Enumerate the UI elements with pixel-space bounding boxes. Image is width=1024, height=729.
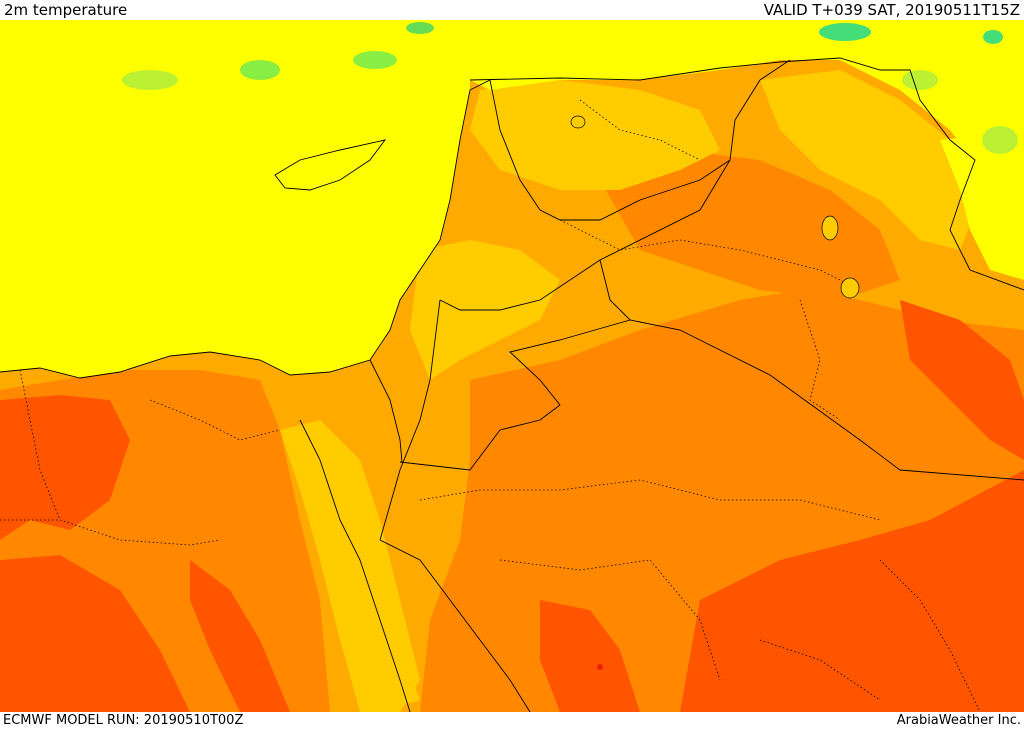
map-title: 2m temperature	[4, 1, 128, 19]
cool-patch-3	[406, 22, 434, 34]
hot-zone-iraq	[900, 300, 1024, 460]
hot-zone-hejaz	[540, 600, 640, 712]
credit-label: ArabiaWeather Inc.	[896, 713, 1021, 728]
model-run-label: ECMWF MODEL RUN: 20190510T00Z	[3, 713, 244, 728]
lake-1	[821, 215, 839, 241]
map-header: 2m temperature VALID T+039 SAT, 20190511…	[0, 0, 1024, 20]
dark-orange-zone-north	[600, 150, 900, 300]
cool-patch-8	[982, 126, 1018, 154]
cool-patch-1	[240, 60, 280, 80]
mediterranean-sea	[0, 20, 470, 378]
lake-3	[570, 115, 586, 129]
hot-zone-southeast	[680, 470, 1024, 712]
light-orange-syria	[470, 80, 720, 190]
cool-patch-4	[819, 23, 871, 41]
iran-yellow	[940, 130, 1024, 280]
temperature-map	[0, 20, 1024, 712]
hot-zone-egypt-south	[0, 555, 190, 712]
cool-patch-6	[122, 70, 178, 90]
valid-time: VALID T+039 SAT, 20190511T15Z	[763, 1, 1020, 19]
cool-patch-5	[983, 30, 1003, 44]
map-footer: ECMWF MODEL RUN: 20190510T00Z ArabiaWeat…	[0, 712, 1024, 729]
lake-2	[840, 277, 860, 299]
light-orange-iraq-north	[760, 70, 980, 250]
map-canvas	[0, 20, 1024, 712]
hot-zone-libya	[0, 395, 130, 540]
hot-spot	[597, 664, 603, 670]
light-orange-redsea-coast	[330, 540, 420, 712]
cool-patch-2	[353, 51, 397, 69]
cool-patch-7	[902, 70, 938, 90]
turkey-yellow	[470, 20, 1024, 200]
coastlines	[0, 57, 1024, 712]
province-borders	[0, 99, 981, 712]
hot-zone-nile	[190, 560, 290, 712]
country-borders	[369, 59, 1024, 481]
